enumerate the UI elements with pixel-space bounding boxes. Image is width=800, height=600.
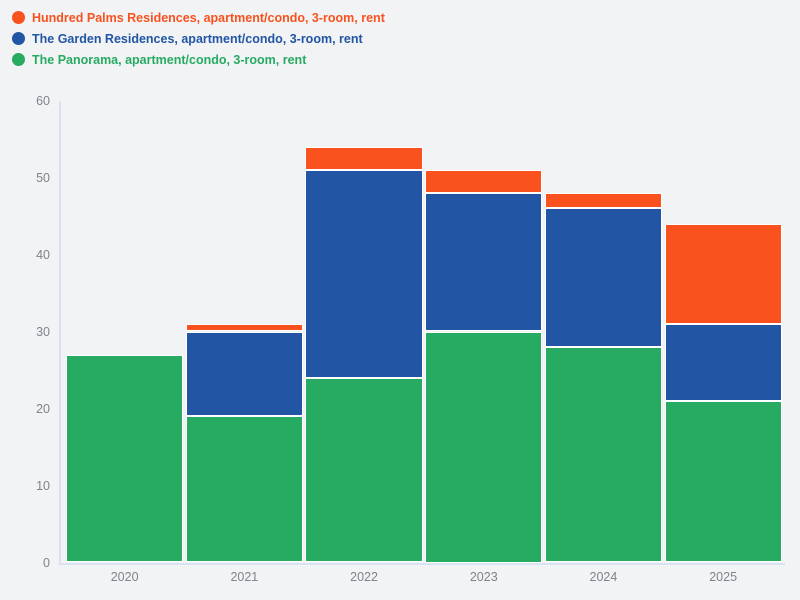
- bar-segment-2024[interactable]: [544, 346, 663, 563]
- bar-segment-2023[interactable]: [425, 331, 543, 563]
- x-tick-label: 2020: [110, 570, 139, 584]
- bar-segment-2021[interactable]: [185, 416, 303, 563]
- bar-segment-2020[interactable]: [66, 354, 184, 563]
- x-tick-label: 2025: [709, 570, 738, 584]
- legend-dot-icon: [12, 53, 25, 66]
- legend-dot-icon: [12, 11, 25, 24]
- x-axis-line: [59, 563, 785, 565]
- bar-segment-2025[interactable]: [664, 223, 782, 324]
- legend-item-2[interactable]: The Panorama, apartment/condo, 3-room, r…: [12, 49, 385, 70]
- legend-label: The Panorama, apartment/condo, 3-room, r…: [32, 52, 307, 67]
- x-tick-label: 2023: [469, 570, 498, 584]
- legend-label: Hundred Palms Residences, apartment/cond…: [32, 10, 385, 25]
- bar-segment-2025[interactable]: [664, 323, 782, 401]
- bar-segment-2022[interactable]: [305, 169, 423, 378]
- y-tick-label: 40: [36, 247, 50, 262]
- y-tick-label: 10: [36, 478, 50, 493]
- y-tick-label: 60: [36, 93, 50, 108]
- x-tick-label: 2024: [589, 570, 618, 584]
- y-tick-label: 0: [43, 555, 50, 570]
- y-tick-label: 20: [36, 401, 50, 416]
- bar-segment-2022[interactable]: [305, 377, 423, 563]
- legend: Hundred Palms Residences, apartment/cond…: [12, 7, 385, 70]
- bar-segment-2023[interactable]: [425, 192, 543, 332]
- bar-segment-2024[interactable]: [544, 208, 663, 347]
- bar-segment-2024[interactable]: [544, 192, 663, 209]
- legend-label: The Garden Residences, apartment/condo, …: [32, 31, 363, 46]
- legend-item-0[interactable]: Hundred Palms Residences, apartment/cond…: [12, 7, 385, 28]
- bar-segment-2025[interactable]: [664, 400, 782, 563]
- bar-segment-2023[interactable]: [425, 169, 543, 193]
- y-tick-label: 50: [36, 170, 50, 185]
- y-axis-line: [59, 100, 61, 565]
- y-tick-label: 30: [36, 324, 50, 339]
- x-tick-label: 2021: [230, 570, 259, 584]
- x-tick-label: 2022: [350, 570, 378, 584]
- legend-item-1[interactable]: The Garden Residences, apartment/condo, …: [12, 28, 385, 49]
- bar-segment-2021[interactable]: [185, 323, 303, 332]
- legend-dot-icon: [12, 32, 25, 45]
- bar-segment-2021[interactable]: [185, 331, 303, 417]
- bar-segment-2022[interactable]: [305, 146, 423, 170]
